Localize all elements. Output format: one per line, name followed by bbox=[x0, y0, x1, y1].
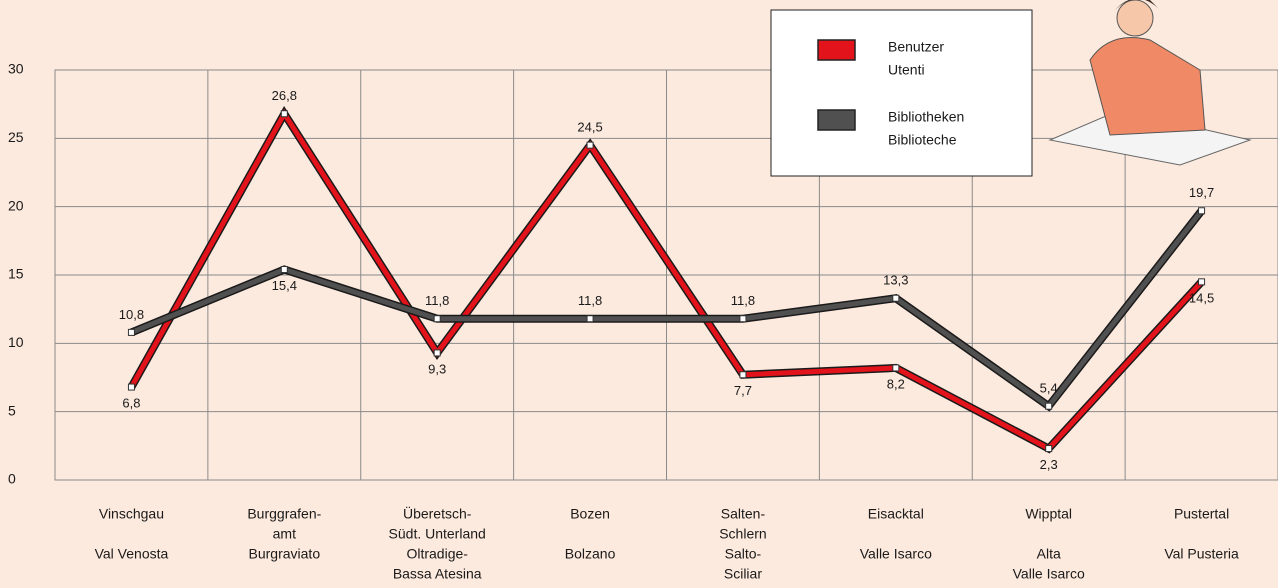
y-tick-label: 15 bbox=[8, 266, 24, 282]
value-label: 10,8 bbox=[119, 307, 144, 322]
point-marker bbox=[128, 329, 134, 335]
x-tick-label: Schlern bbox=[719, 526, 766, 542]
x-tick-label: Bozen bbox=[570, 506, 610, 522]
value-label: 6,8 bbox=[122, 396, 140, 411]
x-tick-label: Südt. Unterland bbox=[389, 526, 486, 542]
x-tick-label: Sciliar bbox=[724, 566, 762, 582]
point-marker bbox=[893, 365, 899, 371]
page: {"chart_data": {"type": "line", "categor… bbox=[0, 0, 1278, 588]
point-marker bbox=[587, 142, 593, 148]
legend-box bbox=[771, 10, 1032, 176]
x-tick-label: Bolzano bbox=[565, 546, 616, 562]
point-marker bbox=[128, 384, 134, 390]
point-marker bbox=[1046, 446, 1052, 452]
legend-label: Utenti bbox=[888, 62, 925, 78]
x-tick-label: Val Venosta bbox=[95, 546, 169, 562]
y-tick-label: 20 bbox=[8, 197, 24, 213]
x-tick-label: Eisacktal bbox=[868, 506, 924, 522]
legend-swatch bbox=[818, 110, 855, 130]
value-label: 26,8 bbox=[272, 88, 297, 103]
x-tick-label: Salten- bbox=[721, 506, 766, 522]
value-label: 19,7 bbox=[1189, 185, 1214, 200]
point-marker bbox=[281, 267, 287, 273]
point-marker bbox=[281, 111, 287, 117]
y-tick-label: 25 bbox=[8, 129, 24, 145]
x-tick-label: Überetsch- bbox=[403, 505, 472, 522]
point-marker bbox=[740, 316, 746, 322]
x-tick-label: amt bbox=[273, 526, 296, 542]
value-label: 11,8 bbox=[425, 293, 449, 308]
y-tick-label: 5 bbox=[8, 402, 16, 418]
point-marker bbox=[587, 316, 593, 322]
point-marker bbox=[1199, 208, 1205, 214]
legend-label: Bibliotheken bbox=[888, 109, 964, 125]
value-label: 15,4 bbox=[272, 278, 297, 293]
x-tick-label: Oltradige- bbox=[406, 546, 468, 562]
legend-swatch bbox=[818, 40, 855, 60]
point-marker bbox=[434, 316, 440, 322]
x-tick-label: Vinschgau bbox=[99, 506, 164, 522]
legend-label: Biblioteche bbox=[888, 132, 957, 148]
chart: 0 5 10 15 20 25 30 Vinschgau Val Venosta Burggraf… bbox=[0, 0, 1278, 588]
point-marker bbox=[740, 372, 746, 378]
x-tick-label: Burggrafen- bbox=[247, 506, 321, 522]
x-tick-label: Wipptal bbox=[1025, 506, 1072, 522]
x-tick-label: Val Pusteria bbox=[1164, 546, 1239, 562]
value-label: 2,3 bbox=[1040, 457, 1058, 472]
point-marker bbox=[893, 295, 899, 301]
y-tick-label: 10 bbox=[8, 334, 24, 350]
value-label: 5,4 bbox=[1040, 381, 1058, 396]
y-tick-label: 0 bbox=[8, 471, 16, 487]
point-marker bbox=[1046, 403, 1052, 409]
point-marker bbox=[1199, 279, 1205, 285]
point-marker bbox=[434, 350, 440, 356]
value-label: 14,5 bbox=[1189, 290, 1214, 305]
value-label: 11,8 bbox=[731, 293, 755, 308]
x-tick-label: Pustertal bbox=[1174, 506, 1229, 522]
x-tick-label: Valle Isarco bbox=[860, 546, 932, 562]
value-label: 13,3 bbox=[883, 273, 908, 288]
x-tick-label: Salto- bbox=[725, 546, 762, 562]
value-label: 8,2 bbox=[887, 376, 905, 391]
value-label: 9,3 bbox=[428, 361, 446, 376]
value-label: 7,7 bbox=[734, 383, 752, 398]
value-label: 11,8 bbox=[578, 293, 602, 308]
legend-label: Benutzer bbox=[888, 39, 944, 55]
legend: Benutzer Utenti Bibliotheken Biblioteche bbox=[771, 10, 1032, 176]
value-label: 24,5 bbox=[577, 120, 602, 135]
x-tick-label: Burgraviato bbox=[249, 546, 321, 562]
x-tick-label: Valle Isarco bbox=[1013, 566, 1085, 582]
y-tick-label: 30 bbox=[8, 61, 24, 77]
x-tick-label: Alta bbox=[1037, 546, 1061, 562]
x-tick-label: Bassa Atesina bbox=[393, 566, 482, 582]
